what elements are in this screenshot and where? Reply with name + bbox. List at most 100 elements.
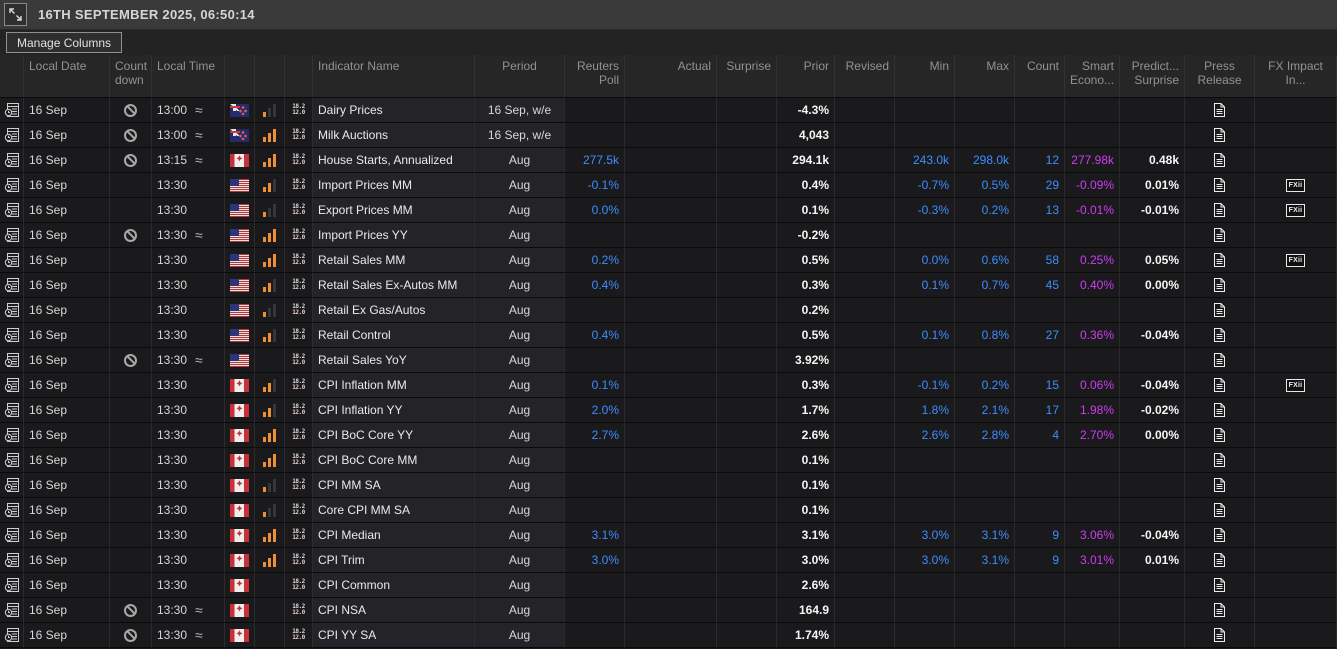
press-release-icon[interactable]: [1213, 277, 1226, 293]
column-header-count[interactable]: Count: [1015, 55, 1065, 97]
column-header-fx[interactable]: FX Impact In...: [1255, 55, 1337, 97]
cell-revised: [835, 448, 895, 473]
calendar-clock-icon[interactable]: [4, 427, 20, 443]
calendar-clock-icon[interactable]: [4, 352, 20, 368]
press-release-icon[interactable]: [1213, 377, 1226, 393]
press-release-icon[interactable]: [1213, 302, 1226, 318]
cell-time: 13:15 ≈: [152, 148, 225, 173]
press-release-icon[interactable]: [1213, 352, 1226, 368]
column-header-date[interactable]: Local Date: [24, 55, 110, 97]
column-header-predict[interactable]: Predict... Surprise: [1120, 55, 1185, 97]
cell-press: [1185, 623, 1255, 648]
table-row[interactable]: 16 Sep 13:15 ≈18.212.0 House Starts, Annual…: [0, 148, 1337, 173]
column-header-max[interactable]: Max: [955, 55, 1015, 97]
press-release-icon[interactable]: [1213, 402, 1226, 418]
calendar-clock-icon[interactable]: [4, 602, 20, 618]
fx-impact-badge[interactable]: FXii: [1285, 203, 1306, 217]
approx-time-icon: ≈: [195, 102, 203, 118]
column-header-press[interactable]: Press Release: [1185, 55, 1255, 97]
fx-impact-badge[interactable]: FXii: [1285, 378, 1306, 392]
table-row[interactable]: 16 Sep 13:30 18.2 12.0 Export Prices MM Aug 0.…: [0, 198, 1337, 223]
press-release-icon[interactable]: [1213, 577, 1226, 593]
table-row[interactable]: 16 Sep 13:30 18.2 12.0 Retail Sales Ex-Autos…: [0, 273, 1337, 298]
press-release-icon[interactable]: [1213, 627, 1226, 643]
calendar-clock-icon[interactable]: [4, 377, 20, 393]
press-release-icon[interactable]: [1213, 102, 1226, 118]
column-header-actual[interactable]: Actual: [625, 55, 717, 97]
column-header-period[interactable]: Period: [475, 55, 565, 97]
calendar-clock-icon[interactable]: [4, 402, 20, 418]
table-row[interactable]: 16 Sep 13:30 ≈18.2 12.0 Retail Sales YoY Aug 3…: [0, 348, 1337, 373]
table-row[interactable]: 16 Sep 13:30 ≈18.2 12.0 Import Prices YY Aug -…: [0, 223, 1337, 248]
cell-indicon: 18.2 12.0: [285, 498, 313, 523]
fx-impact-badge[interactable]: FXii: [1285, 178, 1306, 192]
column-header-poll[interactable]: Reuters Poll: [565, 55, 625, 97]
calendar-clock-icon[interactable]: [4, 552, 20, 568]
column-header-smart[interactable]: Smart Econo...: [1065, 55, 1120, 97]
calendar-clock-icon[interactable]: [4, 152, 20, 168]
expand-button[interactable]: [4, 3, 27, 26]
column-header-time[interactable]: Local Time: [152, 55, 225, 97]
press-release-icon[interactable]: [1213, 327, 1226, 343]
table-row[interactable]: 16 Sep 13:30 18.2 12.0 Retail Control Aug 0.4%…: [0, 323, 1337, 348]
calendar-clock-icon[interactable]: [4, 202, 20, 218]
press-release-icon[interactable]: [1213, 252, 1226, 268]
calendar-clock-icon[interactable]: [4, 252, 20, 268]
press-release-icon[interactable]: [1213, 527, 1226, 543]
manage-columns-button[interactable]: Manage Columns: [6, 32, 123, 53]
calendar-clock-icon[interactable]: [4, 577, 20, 593]
press-release-icon[interactable]: [1213, 152, 1226, 168]
calendar-clock-icon[interactable]: [4, 452, 20, 468]
column-header-name[interactable]: Indicator Name: [313, 55, 475, 97]
calendar-clock-icon[interactable]: [4, 277, 20, 293]
calendar-clock-icon[interactable]: [4, 102, 20, 118]
press-release-icon[interactable]: [1213, 452, 1226, 468]
calendar-clock-icon[interactable]: [4, 227, 20, 243]
press-release-icon[interactable]: [1213, 602, 1226, 618]
fx-impact-badge[interactable]: FXii: [1285, 253, 1306, 267]
press-release-icon[interactable]: [1213, 552, 1226, 568]
table-row[interactable]: 16 Sep 13:30 18.2 12.0 Import Prices MM Aug -0…: [0, 173, 1337, 198]
calendar-clock-icon[interactable]: [4, 527, 20, 543]
table-row[interactable]: 16 Sep 13:30 18.2 12.0 Retail Ex Gas/Autos Au…: [0, 298, 1337, 323]
press-release-icon[interactable]: [1213, 177, 1226, 193]
press-release-icon[interactable]: [1213, 202, 1226, 218]
press-release-icon[interactable]: [1213, 502, 1226, 518]
column-header-prior[interactable]: Prior: [777, 55, 835, 97]
cell-prior: 0.3%: [777, 373, 835, 398]
table-row[interactable]: 16 Sep 13:00 ≈18.2 12.0 Dairy Prices 16 Sep, …: [0, 98, 1337, 123]
column-header-surprise[interactable]: Surprise: [717, 55, 777, 97]
cell-poll: [565, 448, 625, 473]
column-header-countdown[interactable]: Count down: [110, 55, 152, 97]
calendar-clock-icon[interactable]: [4, 477, 20, 493]
press-release-icon[interactable]: [1213, 227, 1226, 243]
cell-smart: [1065, 448, 1120, 473]
calendar-clock-icon[interactable]: [4, 127, 20, 143]
cell-press: [1185, 298, 1255, 323]
calendar-clock-icon[interactable]: [4, 627, 20, 643]
table-row[interactable]: 16 Sep 13:30 18.2 12.0 Retail Sales MM Aug 0.2…: [0, 248, 1337, 273]
column-header-min[interactable]: Min: [895, 55, 955, 97]
press-release-icon[interactable]: [1213, 427, 1226, 443]
press-release-icon[interactable]: [1213, 477, 1226, 493]
cell-surprise: [717, 548, 777, 573]
column-header-revised[interactable]: Revised: [835, 55, 895, 97]
calendar-clock-icon[interactable]: [4, 502, 20, 518]
local-time: 13:30: [157, 378, 188, 392]
calendar-clock-icon[interactable]: [4, 302, 20, 318]
table-row[interactable]: 16 Sep 13:00 ≈18.2 12.0 Milk Auctions 16 Sep,…: [0, 123, 1337, 148]
calendar-clock-icon[interactable]: [4, 177, 20, 193]
press-release-icon[interactable]: [1213, 127, 1226, 143]
calendar-clock-icon[interactable]: [4, 327, 20, 343]
